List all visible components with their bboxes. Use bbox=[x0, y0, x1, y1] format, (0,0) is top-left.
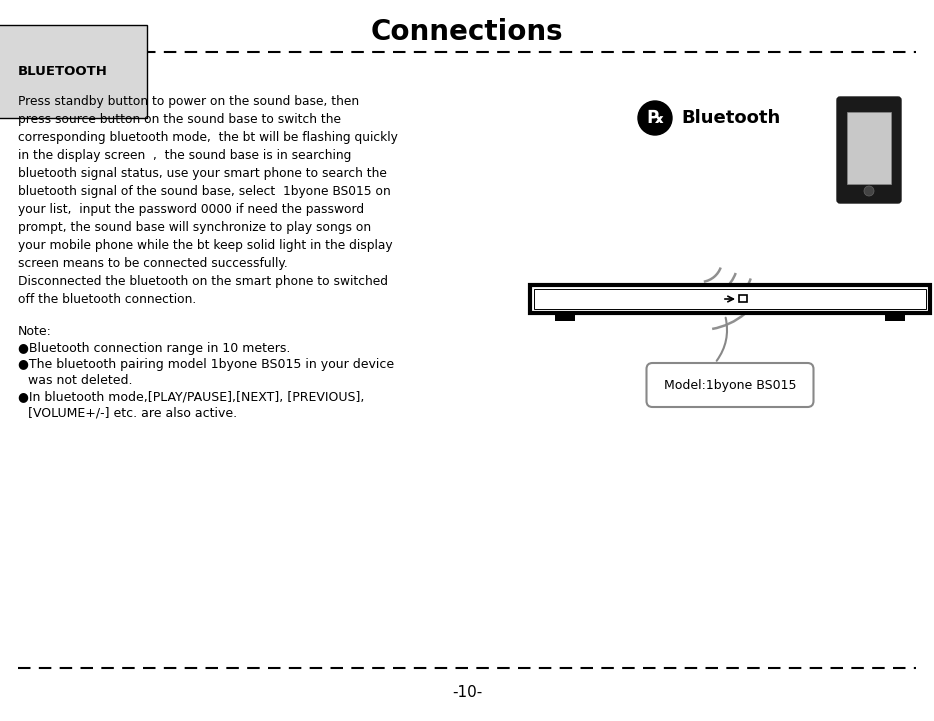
FancyArrowPatch shape bbox=[716, 318, 727, 360]
Text: was not deleted.: was not deleted. bbox=[28, 374, 133, 387]
Bar bbox=[847, 112, 891, 184]
Bar bbox=[555, 313, 575, 321]
FancyBboxPatch shape bbox=[646, 363, 814, 407]
Bar bbox=[885, 313, 905, 321]
Text: [VOLUME+/-] etc. are also active.: [VOLUME+/-] etc. are also active. bbox=[28, 406, 237, 419]
Bar bbox=[739, 295, 747, 302]
Text: ●Bluetooth connection range in 10 meters.: ●Bluetooth connection range in 10 meters… bbox=[18, 342, 290, 355]
Text: Press standby button to power on the sound base, then
press source button on the: Press standby button to power on the sou… bbox=[18, 95, 398, 306]
FancyBboxPatch shape bbox=[837, 97, 901, 203]
Text: ●In bluetooth mode,[PLAY/PAUSE],[NEXT], [PREVIOUS],: ●In bluetooth mode,[PLAY/PAUSE],[NEXT], … bbox=[18, 390, 364, 403]
Text: -10-: -10- bbox=[452, 685, 482, 700]
Circle shape bbox=[864, 186, 874, 196]
Text: Model:1byone BS015: Model:1byone BS015 bbox=[664, 379, 797, 392]
Text: Bluetooth: Bluetooth bbox=[681, 109, 780, 127]
Text: ℞: ℞ bbox=[647, 109, 663, 127]
Text: ●The bluetooth pairing model 1byone BS015 in your device: ●The bluetooth pairing model 1byone BS01… bbox=[18, 358, 394, 371]
Text: Connections: Connections bbox=[371, 18, 563, 46]
Bar bbox=[534, 289, 926, 309]
Bar bbox=[530, 285, 930, 313]
Text: BLUETOOTH: BLUETOOTH bbox=[18, 65, 107, 78]
Circle shape bbox=[638, 101, 672, 135]
Text: Note:: Note: bbox=[18, 325, 52, 338]
